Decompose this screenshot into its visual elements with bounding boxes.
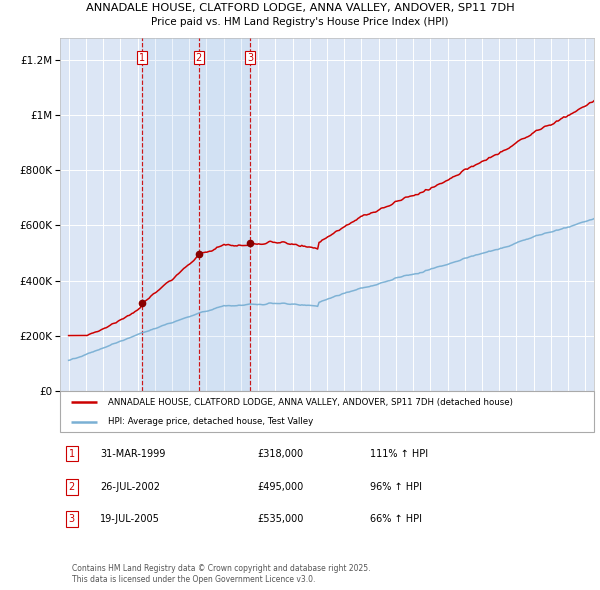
Text: 19-JUL-2005: 19-JUL-2005 — [100, 514, 160, 524]
Text: 2: 2 — [196, 53, 202, 63]
Text: ANNADALE HOUSE, CLATFORD LODGE, ANNA VALLEY, ANDOVER, SP11 7DH (detached house): ANNADALE HOUSE, CLATFORD LODGE, ANNA VAL… — [108, 398, 513, 407]
Text: 96% ↑ HPI: 96% ↑ HPI — [370, 482, 422, 492]
Text: 1: 1 — [139, 53, 145, 63]
Text: Contains HM Land Registry data © Crown copyright and database right 2025.
This d: Contains HM Land Registry data © Crown c… — [72, 565, 370, 584]
Text: £535,000: £535,000 — [257, 514, 304, 524]
Text: £495,000: £495,000 — [257, 482, 304, 492]
Text: Price paid vs. HM Land Registry's House Price Index (HPI): Price paid vs. HM Land Registry's House … — [151, 17, 449, 27]
Text: 3: 3 — [247, 53, 253, 63]
Text: £318,000: £318,000 — [257, 448, 304, 458]
Text: 66% ↑ HPI: 66% ↑ HPI — [370, 514, 422, 524]
FancyBboxPatch shape — [60, 391, 594, 432]
Text: 3: 3 — [68, 514, 75, 524]
Text: 1: 1 — [68, 448, 75, 458]
Text: 31-MAR-1999: 31-MAR-1999 — [100, 448, 166, 458]
Text: 111% ↑ HPI: 111% ↑ HPI — [370, 448, 428, 458]
Text: 26-JUL-2002: 26-JUL-2002 — [100, 482, 160, 492]
Text: ANNADALE HOUSE, CLATFORD LODGE, ANNA VALLEY, ANDOVER, SP11 7DH: ANNADALE HOUSE, CLATFORD LODGE, ANNA VAL… — [86, 3, 514, 13]
Text: 2: 2 — [68, 482, 75, 492]
Text: HPI: Average price, detached house, Test Valley: HPI: Average price, detached house, Test… — [108, 417, 313, 427]
Bar — [142, 38, 250, 391]
